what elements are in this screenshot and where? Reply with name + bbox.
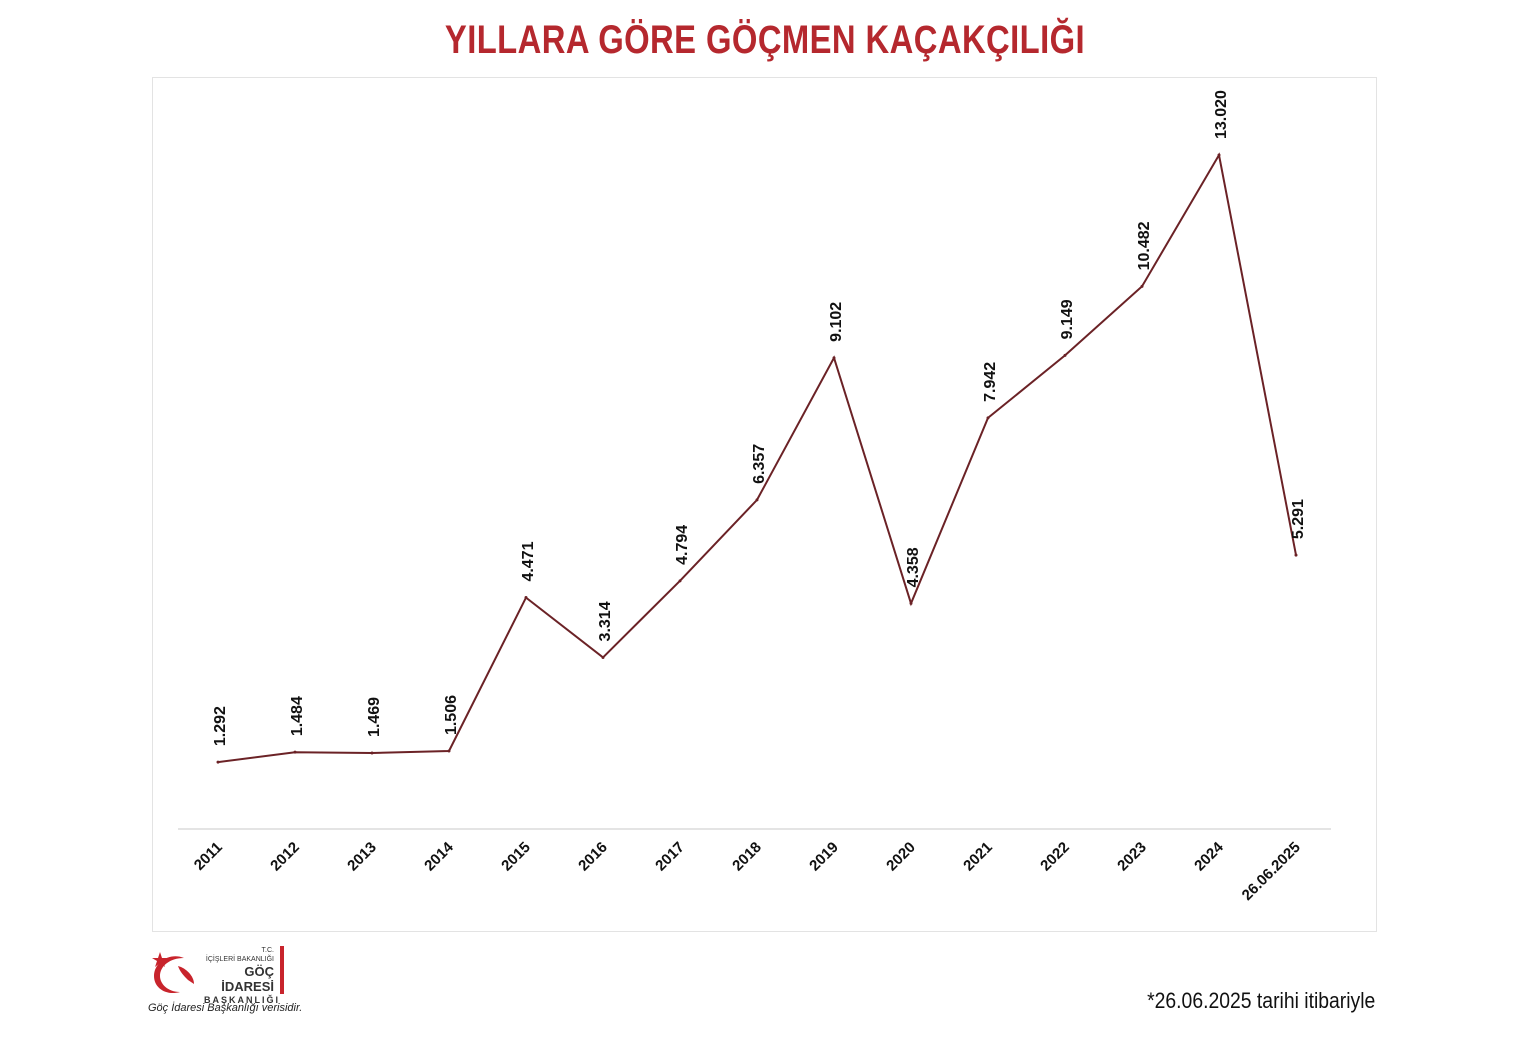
x-tick-label: 26.06.2025 bbox=[1239, 839, 1304, 904]
data-point bbox=[293, 750, 297, 754]
goc-idaresi-logo: T.C. İÇİŞLERİ BAKANLIĞI GÖÇ İDARESİ BAŞK… bbox=[148, 944, 302, 1018]
logo-tc: T.C. bbox=[261, 947, 274, 954]
logo-text: T.C. İÇİŞLERİ BAKANLIĞI GÖÇ İDARESİ BAŞK… bbox=[204, 946, 280, 1006]
chart-frame: 1.292 2011 1.484 2012 1.469 2013 1.506 2014 4.47… bbox=[152, 77, 1377, 932]
data-label: 1.292 bbox=[212, 706, 229, 746]
data-point bbox=[1294, 553, 1298, 557]
data-label: 9.149 bbox=[1059, 299, 1076, 339]
x-tick-label: 2020 bbox=[883, 839, 919, 875]
logo-sub: BAŞKANLIĞI bbox=[204, 995, 280, 1005]
x-tick-label: 2015 bbox=[498, 839, 534, 875]
data-label: 9.102 bbox=[828, 302, 845, 342]
data-label: 10.482 bbox=[1136, 221, 1153, 270]
x-tick-label: 2013 bbox=[344, 839, 380, 875]
data-label: 1.469 bbox=[366, 697, 383, 737]
x-tick-label: 2019 bbox=[806, 839, 842, 875]
data-point bbox=[1140, 284, 1144, 288]
x-tick-label: 2018 bbox=[729, 839, 765, 875]
logo-ministry: İÇİŞLERİ BAKANLIĞI bbox=[205, 956, 274, 963]
x-tick-label: 2022 bbox=[1037, 839, 1073, 875]
data-label: 13.020 bbox=[1213, 90, 1230, 139]
data-label: 1.484 bbox=[289, 696, 306, 736]
data-label: 6.357 bbox=[751, 444, 768, 484]
data-point bbox=[1063, 353, 1067, 357]
data-point bbox=[524, 596, 528, 600]
data-label: 4.471 bbox=[520, 541, 537, 581]
data-point bbox=[601, 655, 605, 659]
x-tick-label: 2024 bbox=[1191, 838, 1227, 874]
x-tick-label: 2021 bbox=[960, 839, 996, 875]
data-label: 3.314 bbox=[597, 601, 614, 641]
data-point bbox=[1217, 153, 1221, 157]
data-label: 7.942 bbox=[982, 362, 999, 402]
x-tick-label: 2012 bbox=[267, 839, 303, 875]
x-tick-label: 2016 bbox=[575, 839, 611, 875]
data-label: 4.794 bbox=[674, 525, 691, 565]
line-chart: 1.292 2011 1.484 2012 1.469 2013 1.506 2014 4.47… bbox=[178, 90, 1331, 904]
logo-divider bbox=[280, 946, 284, 994]
data-point bbox=[909, 601, 913, 605]
data-point bbox=[447, 749, 451, 753]
x-tick-label: 2017 bbox=[652, 839, 688, 875]
data-point bbox=[986, 416, 990, 420]
data-point bbox=[370, 751, 374, 755]
footnote: *26.06.2025 tarihi itibariyle bbox=[1146, 988, 1375, 1013]
x-tick-label: 2023 bbox=[1114, 839, 1150, 875]
data-point bbox=[678, 579, 682, 583]
data-label: 1.506 bbox=[443, 695, 460, 735]
x-tick-label: 2014 bbox=[421, 838, 457, 874]
source-note: Göç İdaresi Başkanlığı verisidir. bbox=[148, 1002, 303, 1014]
data-label: 4.358 bbox=[905, 547, 922, 587]
data-label: 5.291 bbox=[1290, 499, 1307, 539]
crescent-star-icon bbox=[152, 952, 194, 994]
logo-name: GÖÇ İDARESİ bbox=[221, 964, 274, 994]
x-tick-label: 2011 bbox=[191, 839, 226, 874]
chart-title: YILLARA GÖRE GÖÇMEN KAÇAKÇILIĞI bbox=[444, 18, 1086, 62]
data-point bbox=[216, 760, 220, 764]
data-point bbox=[755, 498, 759, 502]
data-point bbox=[832, 356, 836, 360]
